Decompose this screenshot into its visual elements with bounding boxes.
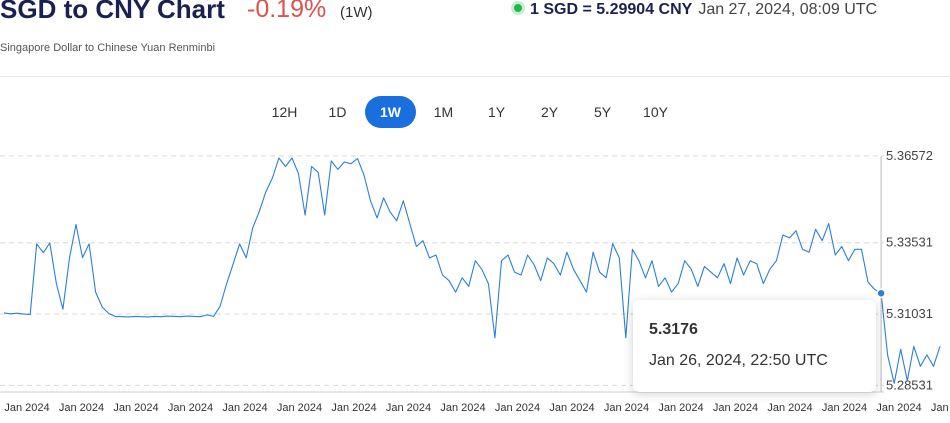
series-line (3, 157, 941, 384)
y-tick-label: 5.36572 (886, 148, 933, 163)
tab-1y[interactable]: 1Y (487, 104, 506, 120)
x-tick-label: Jan 2024 (931, 402, 950, 414)
x-tick-label: Jan 2024 (331, 402, 376, 414)
rate-timestamp: Jan 27, 2024, 08:09 UTC (698, 1, 878, 18)
hover-point (876, 288, 886, 299)
x-tick-label: Jan 2024 (604, 402, 649, 414)
x-tick-label: Jan 2024 (767, 402, 812, 414)
page-title: SGD to CNY Chart (0, 0, 225, 24)
time-range-tabs: 12H 1D 1W 1M 1Y 2Y 5Y 10Y (259, 96, 683, 128)
x-tick-label: Jan 2024 (386, 402, 431, 414)
x-tick-label: Jan 2024 (822, 402, 867, 414)
period-label: (1W) (340, 4, 373, 21)
change-percent: -0.19% (247, 0, 327, 23)
x-tick-label: Jan 2024 (440, 402, 485, 414)
tab-1m[interactable]: 1M (433, 104, 454, 120)
x-tick-label: Jan 2024 (168, 402, 213, 414)
y-tick-label: 5.31031 (886, 306, 933, 321)
tab-5y[interactable]: 5Y (593, 104, 612, 120)
y-tick-label: 5.33531 (886, 235, 933, 250)
page-subtitle: Singapore Dollar to Chinese Yuan Renminb… (0, 42, 216, 54)
header-divider (0, 76, 950, 77)
chart-header: SGD to CNY Chart -0.19% (1W) Singapore D… (0, 0, 950, 76)
x-tick-label: Jan 2024 (222, 402, 267, 414)
x-tick-label: Jan 2024 (713, 402, 758, 414)
x-tick-label: Jan 2024 (113, 402, 158, 414)
tab-10y[interactable]: 10Y (643, 104, 668, 120)
tab-1d[interactable]: 1D (328, 104, 347, 120)
x-tick-label: Jan 2024 (59, 402, 104, 414)
chart-tooltip: 5.3176 Jan 26, 2024, 22:50 UTC (633, 300, 876, 392)
y-tick-label: 5.28531 (886, 377, 933, 392)
x-tick-label: Jan 2024 (876, 402, 921, 414)
x-tick-label: Jan 2024 (277, 402, 322, 414)
x-tick-label: Jan 2024 (658, 402, 703, 414)
tooltip-time: Jan 26, 2024, 22:50 UTC (649, 352, 828, 369)
tooltip-value: 5.3176 (649, 321, 698, 338)
tab-12h[interactable]: 12H (271, 104, 298, 120)
price-chart[interactable]: 5.36572 5.33531 5.31031 5.28531 Jan 2024 Jan … (0, 140, 950, 423)
tab-2y[interactable]: 2Y (540, 104, 559, 120)
live-rate: 1 SGD = 5.29904 CNY Jan 27, 2024, 08:09 U… (514, 1, 877, 19)
tab-1w[interactable]: 1W (365, 96, 416, 128)
x-tick-label: Jan 2024 (4, 402, 49, 414)
x-tick-label: Jan 2024 (495, 402, 540, 414)
rate-value: 1 SGD = 5.29904 CNY (530, 1, 693, 18)
x-tick-label: Jan 2024 (549, 402, 594, 414)
live-dot-icon (514, 4, 522, 12)
